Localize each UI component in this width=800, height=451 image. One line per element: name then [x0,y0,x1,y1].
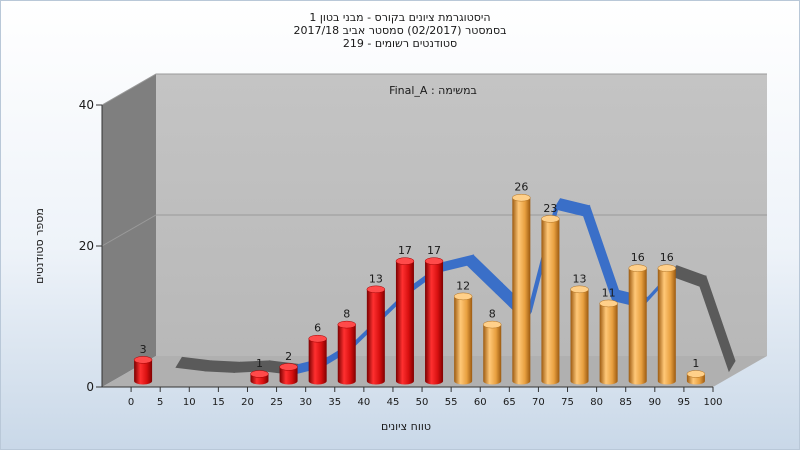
data-label: 13 [573,272,587,285]
annotation-text: במשימה : Final_A [389,84,477,97]
bar [599,299,618,385]
title-line-3: סטודנטים רשומים - 219 [342,37,458,50]
x-tick-label: 40 [357,397,370,408]
bar [308,334,327,385]
data-label: 16 [631,251,645,264]
x-tick-label: 100 [703,397,722,408]
bar [279,363,298,385]
x-tick-label: 95 [678,397,691,408]
data-label: 17 [427,244,441,257]
data-label: 2 [285,350,292,363]
x-tick-label: 15 [212,397,225,408]
bars [133,193,706,385]
x-axis-title: טווח ציונים [381,420,431,433]
data-label: 12 [456,279,470,292]
x-tick-label: 10 [183,397,196,408]
x-tick-label: 55 [445,397,458,408]
bar [541,215,560,385]
gridlines [101,73,767,247]
x-tick-label: 85 [619,397,632,408]
x-tick-label: 45 [387,397,400,408]
x-tick-label: 65 [503,397,516,408]
y-tick-label: 40 [79,98,94,112]
chart-title: היסטוגרמת ציונים בקורס - מבני בטון 1 בסמ… [1,11,799,50]
data-label: 8 [489,308,496,321]
x-tick-label: 25 [270,397,283,408]
bar [395,257,415,385]
bar [512,193,531,385]
bar [366,285,386,385]
bar [424,257,444,385]
data-label: 16 [660,251,674,264]
gridline [101,73,767,106]
trend-segment [699,275,736,373]
x-tick-label: 20 [241,397,254,408]
data-label: 1 [692,357,699,370]
title-line-1: היסטוגרמת ציונים בקורס - מבני בטון 1 [309,11,491,24]
bar [337,320,357,385]
bar [686,370,706,385]
data-label: 6 [314,322,321,335]
x-tick-label: 5 [157,397,163,408]
x-tick-label: 70 [532,397,545,408]
data-label: 11 [602,286,616,299]
data-label: 17 [398,244,412,257]
y-axis-title: מספר סטודנטים [33,208,46,284]
y-ticks: 0 20 40 [79,98,102,394]
bar [482,320,502,385]
y-tick-label: 0 [86,380,94,394]
bar [570,285,589,385]
x-tick-label: 80 [590,397,603,408]
data-label: 23 [543,202,557,215]
data-label: 26 [514,181,528,194]
gridline [101,214,767,247]
bar [133,356,153,385]
data-label: 13 [369,272,383,285]
title-line-2: בסמסטר (02/2017) סמסטר אביב 2017/18 [293,24,507,37]
data-label: 8 [343,308,350,321]
x-ticks: 0 5 10 15 20 25 30 35 40 45 50 55 60 65 70 75 80 85 90 95 10… [128,387,723,408]
y-tick-label: 20 [79,239,94,253]
bar [657,264,677,385]
x-tick-label: 30 [299,397,312,408]
x-tick-label: 0 [128,397,134,408]
x-tick-label: 50 [416,397,429,408]
data-label: 3 [140,343,147,356]
x-tick-label: 35 [328,397,341,408]
bar [628,264,647,385]
data-label: 1 [256,357,263,370]
bar [453,292,473,385]
x-tick-label: 60 [474,397,487,408]
x-tick-label: 90 [648,397,661,408]
x-tick-label: 75 [561,397,574,408]
bar [250,370,269,385]
